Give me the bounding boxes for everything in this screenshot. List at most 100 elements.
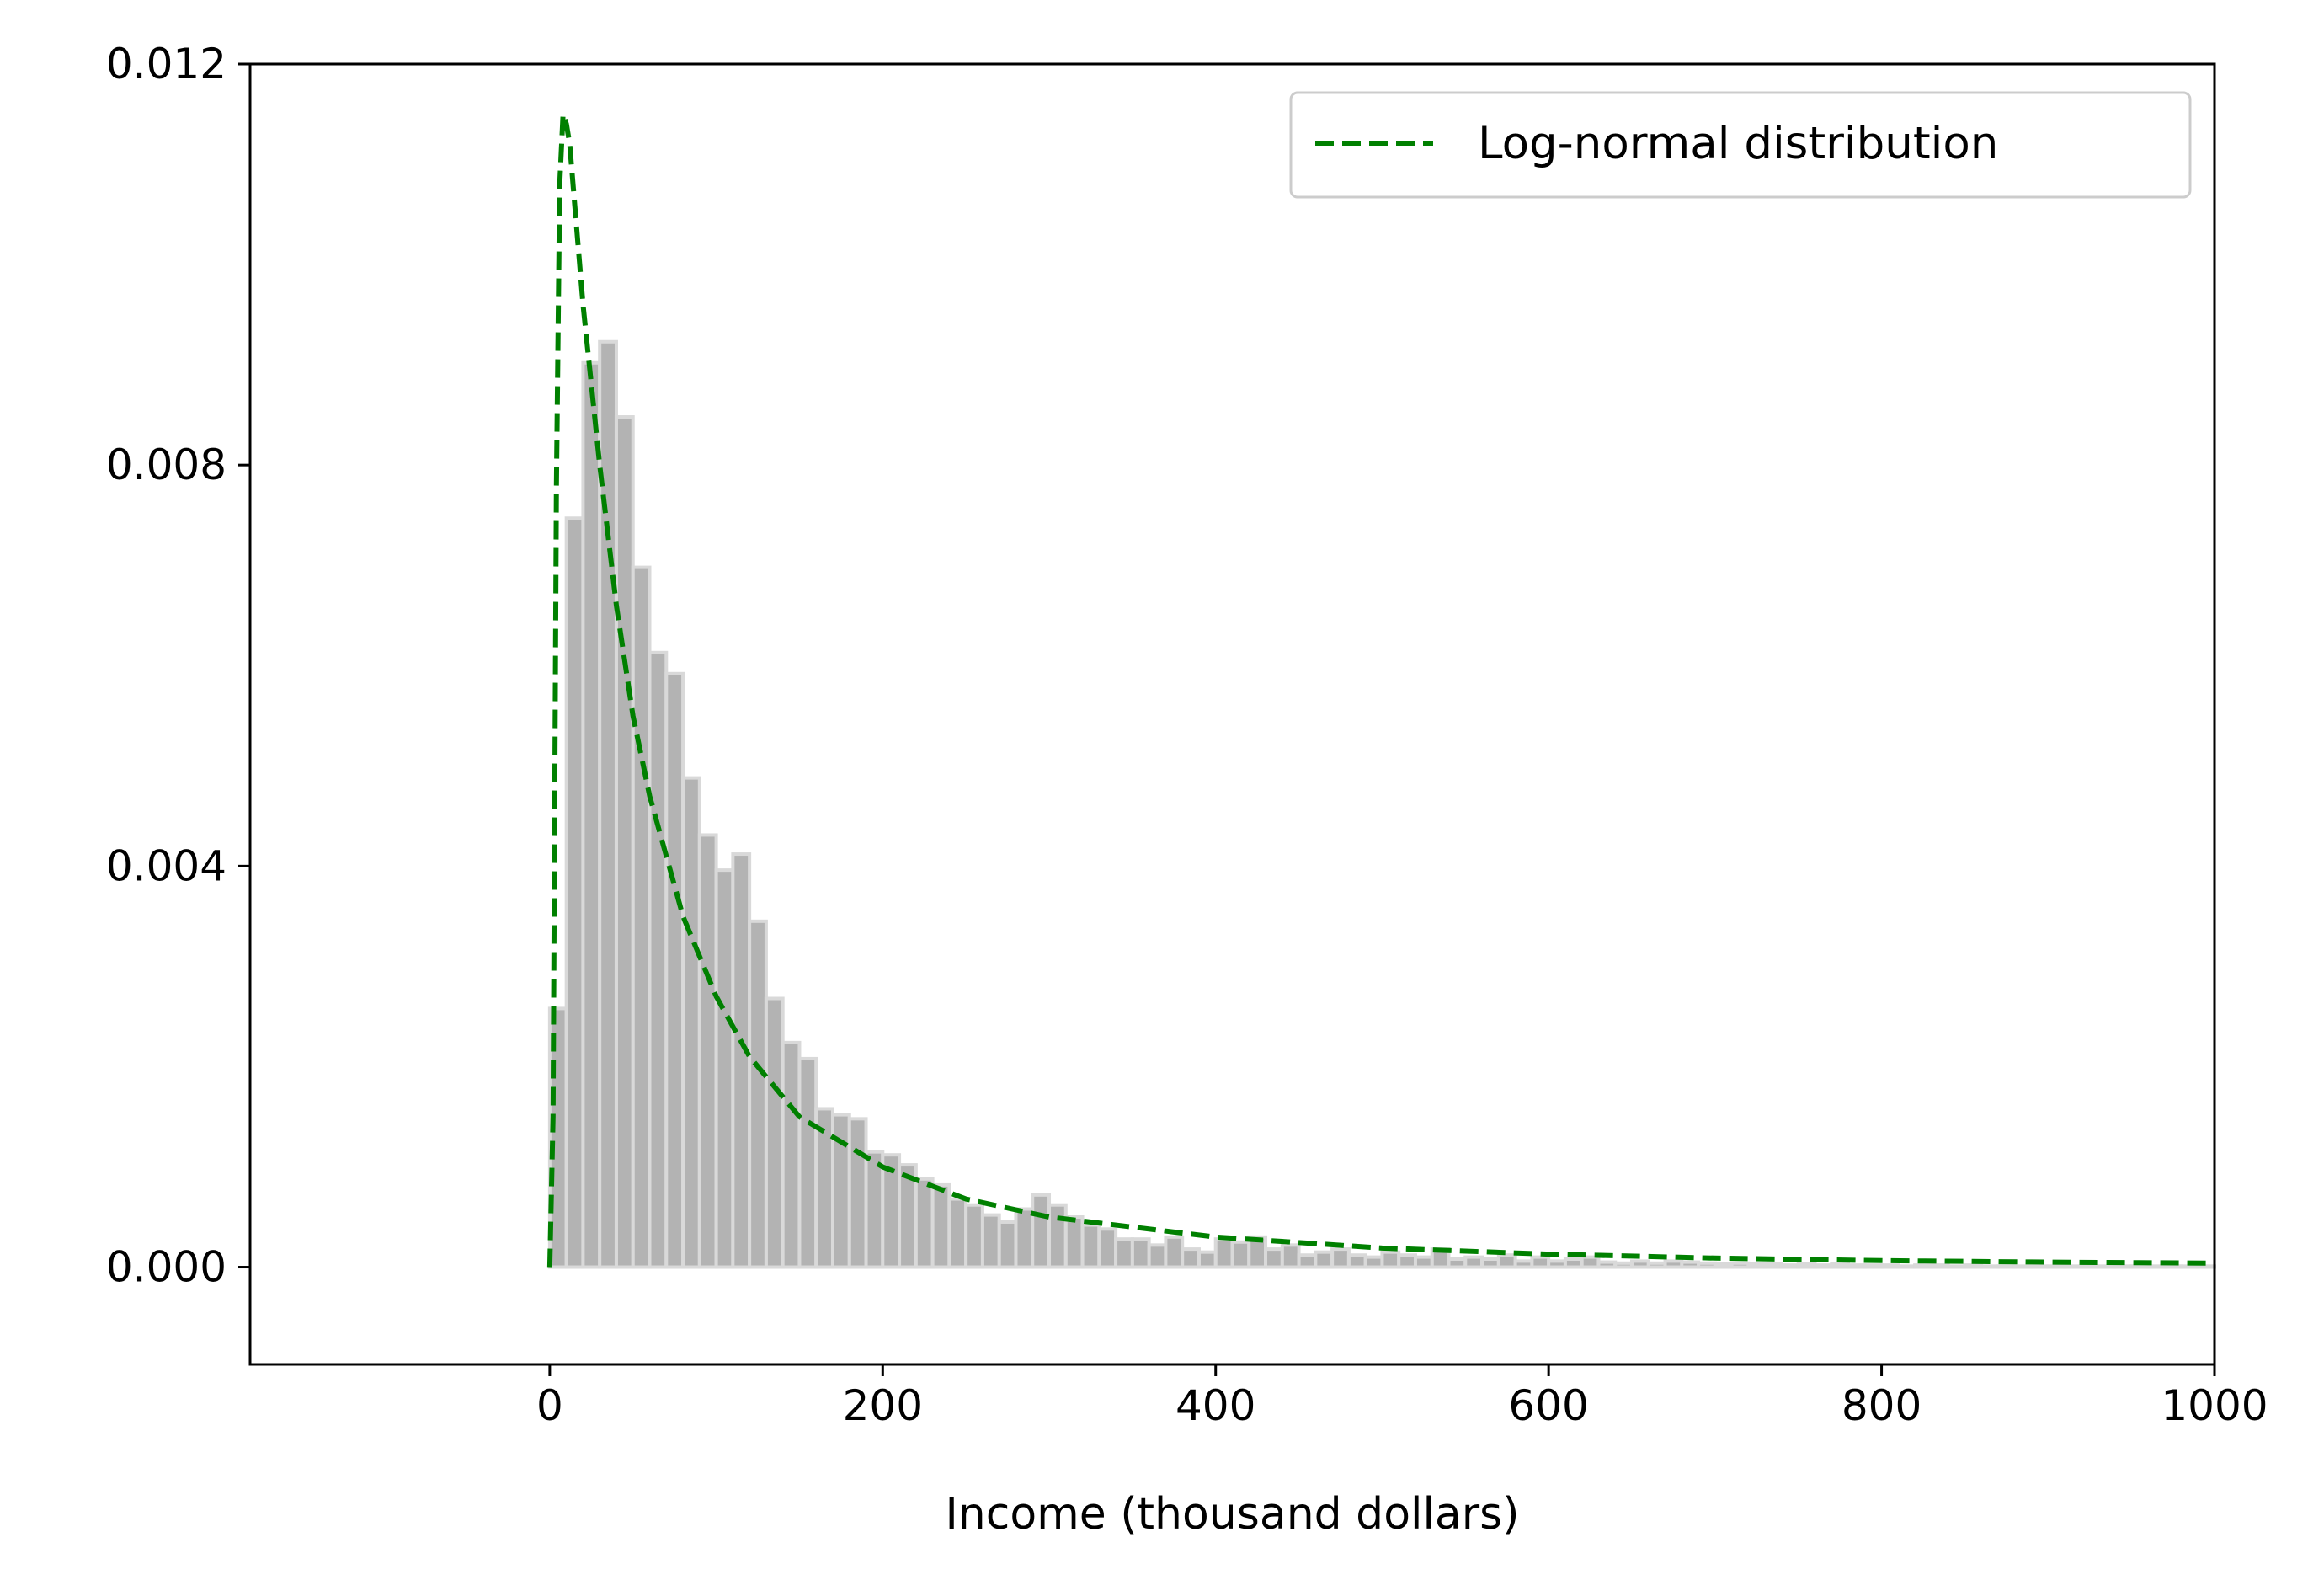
histogram-bar [814,1107,834,1269]
histogram-bar [2129,1264,2150,1269]
histogram-bar [1713,1262,1734,1269]
histogram-bar [1480,1257,1500,1269]
histogram-bar [1130,1237,1151,1269]
histogram-bar [1830,1262,1851,1269]
x-axis-label: Income (thousand dollars) [945,1489,1519,1540]
histogram-bar [1547,1259,1567,1269]
histogram-bar [1264,1247,1284,1269]
histogram-bar [664,671,685,1269]
histogram-bar [1413,1255,1434,1269]
histogram-bar [1946,1264,1967,1269]
histogram-bar [614,415,635,1269]
histogram-bar [2145,1264,2167,1269]
histogram-bar [564,516,585,1269]
histogram-bar [1879,1263,1900,1269]
histogram-bar [2196,1264,2216,1269]
histogram-bar [1181,1247,1201,1269]
y-axis-ticks: 0.000 0.004 0.008 0.012 [106,40,250,1292]
histogram-bar [1980,1264,2000,1269]
histogram-bar [731,852,752,1269]
histogram-bar [2179,1264,2200,1269]
histogram-bar [1147,1243,1168,1269]
histogram-bar [764,996,785,1269]
histogram-bar [1496,1253,1517,1269]
histogram-bar [1047,1203,1068,1269]
histogram-bar [1996,1264,2017,1269]
histogram-bar [1330,1247,1351,1269]
log-normal-curve [546,113,2215,1268]
histogram-bar [1530,1255,1551,1269]
histogram-bar [1746,1262,1767,1269]
histogram-bar [1014,1207,1035,1269]
legend-box [1289,91,2192,199]
legend: Log-normal distribution [1289,91,2192,199]
histogram-bar [1779,1263,1800,1269]
histogram-bar [1280,1243,1301,1269]
histogram-bar [631,565,652,1269]
legend-entry-log-normal: Log-normal distribution [1478,118,1998,169]
histogram-bar [964,1203,984,1269]
histogram-bar [1080,1223,1101,1269]
histogram-bar [2113,1264,2134,1269]
histogram-bar [1796,1262,1817,1269]
histogram-bar [1929,1263,1950,1269]
histogram-bar [1697,1261,1717,1269]
histogram-bar [930,1182,951,1269]
histogram-bar [1197,1250,1218,1269]
histogram-bar [1847,1263,1867,1269]
histogram-bar [1596,1260,1618,1269]
histogram-bar [1346,1253,1367,1269]
histogram-bar [2162,1264,2183,1269]
histogram-bar [1031,1193,1052,1269]
histogram-bar [1896,1264,1917,1269]
histogram-bar [1063,1215,1085,1269]
histogram-bar [1363,1255,1384,1269]
histogram-bar [2096,1264,2117,1269]
histogram-bar [1097,1227,1118,1269]
x-axis-ticks: 0 200 400 600 800 1000 [536,1364,2268,1430]
histogram-bar [1613,1261,1634,1269]
histogram-bar [714,868,735,1269]
histogram-bar [1314,1250,1335,1269]
histogram-bar [781,1040,802,1269]
histogram-bar [1447,1257,1468,1269]
histogram-bar [1114,1237,1134,1269]
x-tick-label: 0 [536,1381,563,1430]
histogram-bar [1963,1263,1984,1269]
histogram-bar [2029,1264,2050,1269]
histogram-bar [1580,1255,1601,1269]
y-tick-label: 0.000 [106,1243,227,1292]
histogram-bar [1164,1235,1185,1269]
histogram-bar [1463,1255,1484,1269]
histogram-bar [997,1220,1018,1269]
histogram-bar [2063,1264,2083,1269]
histogram-bar [1397,1253,1417,1269]
histogram-bar [1680,1260,1701,1269]
x-tick-label: 400 [1175,1381,1255,1430]
histogram-bar [1863,1263,1884,1269]
histogram-bar [697,833,718,1269]
histogram-bar [1563,1257,1584,1269]
histogram-bar [1663,1259,1684,1269]
histogram-bar [1380,1250,1401,1269]
histogram-bar [1730,1261,1751,1269]
histogram-bar [2012,1264,2034,1269]
histogram-bar [1213,1237,1234,1269]
histogram-bar [1913,1263,1933,1269]
histogram-bar [1230,1240,1251,1269]
histogram-bar [2046,1264,2067,1269]
histogram-bar [681,776,701,1269]
histogram-bar [648,650,669,1269]
plot-frame [248,62,2216,1366]
histogram-bar [914,1177,935,1269]
y-tick-label: 0.008 [106,440,227,489]
x-tick-label: 600 [1508,1381,1588,1430]
histogram-bar [1297,1253,1318,1269]
histogram-bar [797,1056,818,1269]
x-tick-label: 200 [843,1381,923,1430]
histogram-bar [864,1150,885,1269]
y-tick-label: 0.004 [106,841,227,890]
histogram-bar [2079,1264,2100,1269]
x-tick-label: 1000 [2161,1381,2268,1430]
